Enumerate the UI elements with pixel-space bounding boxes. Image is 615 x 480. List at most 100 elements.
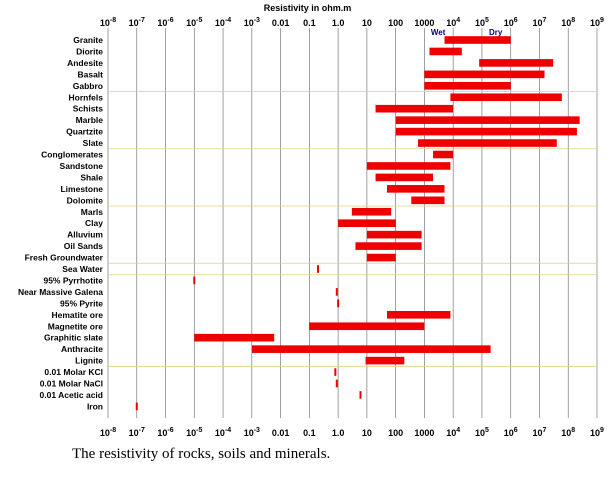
resistivity-chart: 10-8 10-8 10-7 10-7 10-6 10-6 10-5 10-5 10-4 10-4… xyxy=(18,17,604,438)
row-label: Conglomerates xyxy=(41,150,103,160)
range-bar xyxy=(351,207,392,216)
row-label: Schists xyxy=(73,104,104,114)
range-bar xyxy=(355,242,422,250)
tick-label-bottom: 106 xyxy=(504,427,518,438)
range-bar xyxy=(386,185,445,193)
tick-label-top: 106 xyxy=(504,17,518,28)
row-label: Graphitic slate xyxy=(44,333,103,343)
tick-label-bottom: 1000 xyxy=(414,428,434,438)
range-bar xyxy=(444,36,511,44)
tick-label-bottom: 104 xyxy=(446,427,460,438)
range-bar xyxy=(337,299,340,308)
row-label: Alluvium xyxy=(67,230,103,240)
tick-label-bottom: 10-7 xyxy=(129,427,145,438)
row-label: Sandstone xyxy=(60,161,104,171)
range-bar xyxy=(335,288,338,296)
tick-label-top: 10 xyxy=(362,18,372,28)
tick-label-bottom: 107 xyxy=(533,427,547,438)
tick-label-bottom: 10-8 xyxy=(100,427,116,438)
tick-label-bottom: 105 xyxy=(475,427,489,438)
row-label: Gabbro xyxy=(73,81,103,91)
row-label: Clay xyxy=(85,218,103,228)
row-label: Limestone xyxy=(60,184,103,194)
row-label: Diorite xyxy=(76,46,103,56)
range-bar xyxy=(424,70,545,79)
row-label: Iron xyxy=(87,401,103,411)
tick-label-bottom: 0.01 xyxy=(272,428,290,438)
tick-label-bottom: 10-5 xyxy=(186,427,202,438)
annotation-dry: Dry xyxy=(489,28,503,37)
figure-caption: The resistivity of rocks, soils and mine… xyxy=(72,446,331,462)
range-bar xyxy=(338,219,396,227)
range-bar xyxy=(135,402,138,411)
range-bar xyxy=(251,345,491,353)
range-bar xyxy=(375,173,434,182)
tick-label-top: 1000 xyxy=(414,18,434,28)
row-label: Granite xyxy=(73,35,103,45)
tick-label-top: 107 xyxy=(533,17,547,28)
row-label: Slate xyxy=(83,138,104,148)
tick-label-bottom: 10-3 xyxy=(244,427,260,438)
row-label: 0.01 Molar NaCl xyxy=(40,379,103,389)
range-bar xyxy=(375,104,454,113)
range-bar xyxy=(424,82,511,90)
range-bar xyxy=(334,368,337,376)
row-label: Quartzite xyxy=(66,127,103,137)
tick-label-bottom: 0.1 xyxy=(303,428,316,438)
row-label: Near Massive Galena xyxy=(18,287,103,297)
row-label: Marble xyxy=(76,115,104,125)
range-bar xyxy=(194,333,275,342)
range-bar xyxy=(479,59,554,67)
range-bar xyxy=(359,391,362,399)
tick-label-bottom: 109 xyxy=(590,427,604,438)
tick-label-top: 100 xyxy=(388,18,403,28)
range-bar xyxy=(418,139,557,147)
tick-label-bottom: 10-6 xyxy=(157,427,173,438)
range-bar xyxy=(395,116,580,124)
tick-label-top: 0.1 xyxy=(303,18,316,28)
tick-label-top: 1.0 xyxy=(332,18,345,28)
range-bar xyxy=(365,356,405,365)
row-label: Hematite ore xyxy=(52,310,104,320)
row-label: Oil Sands xyxy=(64,241,103,251)
range-bar xyxy=(386,311,451,319)
row-label: Marls xyxy=(81,207,103,217)
range-bar xyxy=(317,265,320,273)
range-bar xyxy=(309,322,425,331)
range-bar xyxy=(411,196,445,205)
tick-label-bottom: 100 xyxy=(388,428,403,438)
row-label: 95% Pyrrhotite xyxy=(43,275,103,285)
tick-label-top: 109 xyxy=(590,17,604,28)
tick-label-top: 10-6 xyxy=(157,17,173,28)
tick-label-top: 108 xyxy=(561,17,575,28)
tick-label-top: 0.01 xyxy=(272,18,290,28)
row-label: Lignite xyxy=(75,356,103,366)
tick-label-top: 10-8 xyxy=(100,17,116,28)
range-bar xyxy=(450,93,562,102)
range-bar xyxy=(335,379,338,388)
row-label: Fresh Groundwater xyxy=(25,253,104,263)
tick-label-top: 10-5 xyxy=(186,17,202,28)
tick-label-top: 10-4 xyxy=(215,17,231,28)
tick-label-top: 105 xyxy=(475,17,489,28)
row-label: Shale xyxy=(80,172,103,182)
row-label: Basalt xyxy=(77,69,103,79)
range-bar xyxy=(366,162,451,170)
row-label: Andesite xyxy=(67,58,103,68)
range-bar xyxy=(193,276,196,285)
range-bar xyxy=(433,150,454,159)
range-bar xyxy=(366,253,396,262)
chart-title: Resistivity in ohm.m xyxy=(263,3,352,13)
tick-label-bottom: 10-4 xyxy=(215,427,231,438)
tick-label-top: 104 xyxy=(446,17,460,28)
tick-label-top: 10-7 xyxy=(129,17,145,28)
row-label: Hornfels xyxy=(69,92,104,102)
range-bar xyxy=(395,127,577,136)
tick-label-bottom: 10 xyxy=(362,428,372,438)
row-label: 0.01 Molar KCl xyxy=(44,367,103,377)
tick-label-bottom: 108 xyxy=(561,427,575,438)
tick-label-bottom: 1.0 xyxy=(332,428,345,438)
row-label: Anthracite xyxy=(61,344,103,354)
row-label: 0.01 Acetic acid xyxy=(40,390,103,400)
row-label: Sea Water xyxy=(62,264,103,274)
